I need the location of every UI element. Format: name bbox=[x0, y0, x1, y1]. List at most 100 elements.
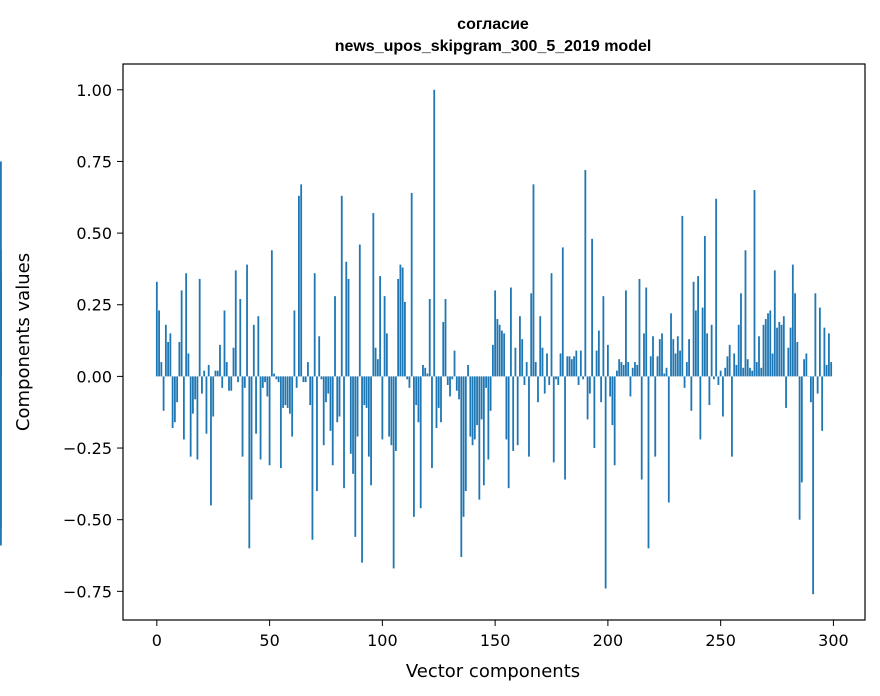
bar bbox=[334, 296, 336, 377]
bar bbox=[555, 376, 557, 380]
bar bbox=[237, 376, 239, 383]
bar bbox=[471, 376, 474, 446]
bar bbox=[735, 364, 738, 377]
bar bbox=[503, 333, 506, 377]
bar bbox=[349, 376, 352, 454]
bar bbox=[257, 316, 260, 377]
bar bbox=[311, 376, 314, 540]
bar bbox=[643, 333, 645, 377]
bar bbox=[791, 264, 794, 377]
x-tick-label: 150 bbox=[480, 631, 511, 650]
bar bbox=[370, 376, 372, 486]
bar bbox=[356, 376, 359, 437]
bar bbox=[338, 376, 341, 417]
x-tick-label: 50 bbox=[259, 631, 279, 650]
bar bbox=[185, 273, 188, 377]
bar bbox=[352, 376, 354, 474]
x-axis-label: Vector components bbox=[406, 661, 580, 682]
bar bbox=[767, 313, 769, 377]
bar bbox=[728, 344, 731, 377]
bar bbox=[579, 350, 582, 377]
bar bbox=[284, 376, 287, 406]
bar bbox=[618, 359, 621, 377]
bar bbox=[597, 330, 600, 377]
bar bbox=[358, 244, 361, 377]
bar bbox=[388, 376, 391, 437]
bar bbox=[171, 376, 174, 428]
bar bbox=[814, 293, 817, 377]
bar bbox=[647, 376, 650, 549]
bar bbox=[277, 376, 280, 383]
bar bbox=[588, 376, 591, 394]
bar bbox=[381, 376, 384, 440]
bar bbox=[577, 376, 580, 385]
bar bbox=[776, 327, 778, 377]
bar bbox=[710, 324, 713, 377]
bar bbox=[331, 376, 334, 466]
bar bbox=[182, 376, 185, 440]
bar bbox=[176, 376, 179, 403]
bar bbox=[214, 370, 217, 377]
bar bbox=[733, 353, 736, 377]
bar bbox=[505, 376, 508, 440]
bar bbox=[354, 376, 357, 537]
bar bbox=[404, 301, 406, 377]
bar bbox=[192, 376, 194, 414]
bar bbox=[167, 342, 169, 377]
bar bbox=[464, 376, 467, 492]
bar bbox=[394, 376, 397, 451]
bar bbox=[620, 362, 623, 377]
bar bbox=[476, 376, 478, 426]
bar bbox=[433, 89, 436, 377]
bar bbox=[246, 264, 248, 377]
bar bbox=[629, 376, 632, 397]
bar bbox=[546, 353, 548, 377]
bar bbox=[345, 261, 348, 377]
bar bbox=[753, 190, 756, 377]
bar bbox=[187, 353, 190, 377]
bar bbox=[435, 376, 438, 428]
bar bbox=[537, 376, 539, 403]
bar bbox=[604, 376, 607, 589]
bar bbox=[252, 324, 255, 377]
bar bbox=[221, 376, 224, 388]
bar bbox=[654, 376, 657, 457]
x-tick-label: 300 bbox=[818, 631, 849, 650]
chart-subtitle: news_upos_skipgram_300_5_2019 model bbox=[335, 38, 652, 55]
bar bbox=[661, 333, 663, 377]
bar bbox=[737, 324, 740, 377]
bar bbox=[329, 376, 332, 431]
bar bbox=[467, 364, 469, 377]
bar bbox=[708, 376, 711, 406]
bar bbox=[681, 215, 684, 377]
bar bbox=[367, 376, 370, 457]
bar bbox=[557, 376, 560, 385]
bar bbox=[0, 376, 2, 529]
bar bbox=[428, 299, 431, 377]
bar bbox=[627, 362, 630, 377]
bar bbox=[794, 293, 796, 377]
bar bbox=[523, 376, 526, 385]
bar bbox=[304, 376, 307, 383]
bar bbox=[379, 276, 381, 377]
bar bbox=[539, 316, 542, 377]
bar bbox=[198, 278, 201, 377]
bar bbox=[726, 356, 729, 377]
bar bbox=[261, 376, 264, 388]
y-tick-label: 0.50 bbox=[76, 224, 112, 243]
y-tick-label: 1.00 bbox=[76, 81, 112, 100]
y-axis-label: Components values bbox=[13, 253, 34, 431]
bar bbox=[302, 376, 305, 383]
bar bbox=[255, 376, 257, 434]
x-tick-label: 100 bbox=[367, 631, 398, 650]
bar bbox=[494, 290, 497, 377]
bar bbox=[586, 376, 589, 420]
bar bbox=[548, 376, 551, 385]
bar bbox=[769, 310, 772, 377]
bar bbox=[649, 356, 652, 377]
bar bbox=[164, 324, 167, 377]
bar bbox=[325, 376, 327, 403]
bar bbox=[453, 350, 456, 377]
bar bbox=[674, 353, 677, 377]
bar bbox=[645, 287, 648, 377]
